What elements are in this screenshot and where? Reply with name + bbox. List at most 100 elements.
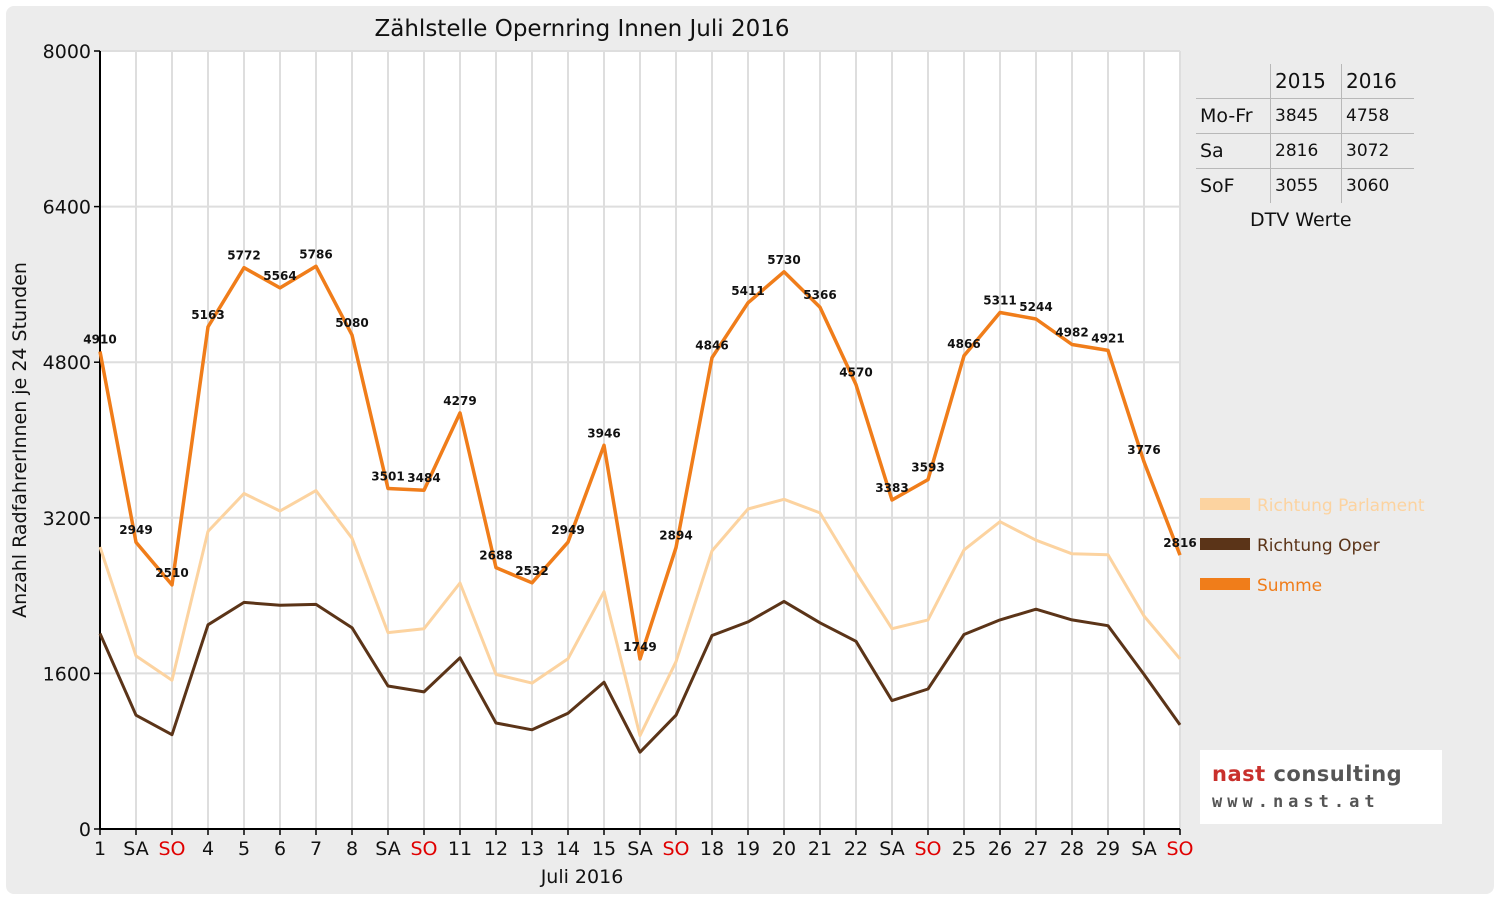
data-label: 5730 [767,253,800,267]
data-label: 4866 [947,337,980,351]
data-label: 3776 [1127,443,1160,457]
legend-swatch [1200,578,1250,590]
dtv-row-mofr: Mo-Fr 3845 4758 [1196,98,1414,134]
data-label: 2949 [119,523,152,537]
axes: 0 1600 3200 4800 6400 8000 1 SA SO 4 5 6 7 8 SA SO 11 12 1… [43,41,1194,860]
data-label: 5244 [1019,300,1052,314]
y-tick-label: 8000 [43,41,91,63]
data-label: 3484 [407,471,440,485]
x-tick-label: 28 [1060,838,1084,860]
data-label: 2894 [659,529,692,543]
data-label: 4570 [839,366,872,380]
data-label: 5163 [191,308,224,322]
dtv-header-empty [1196,64,1271,99]
x-tick-label: 29 [1096,838,1120,860]
y-tick-label: 1600 [43,663,91,685]
data-label: 4921 [1091,331,1124,345]
x-tick-label: SO [1166,838,1193,860]
dtv-row-label: Mo-Fr [1196,98,1271,134]
x-tick-label: SO [914,838,941,860]
x-tick-label: SA [375,838,400,860]
dtv-header-row: 2015 2016 [1196,64,1414,99]
data-label: 1749 [623,640,656,654]
legend-label: Richtung Parlament [1257,496,1425,516]
data-label: 4279 [443,394,476,408]
x-tick-label: SA [627,838,652,860]
data-label: 5411 [731,284,764,298]
x-tick-label: 8 [346,838,358,860]
y-tick-label: 6400 [43,197,91,219]
data-label: 2532 [515,564,548,578]
dtv-value-2016: 4758 [1341,98,1414,134]
x-tick-label: 4 [202,838,214,860]
x-tick-label: 19 [736,838,760,860]
data-label: 5564 [263,269,296,283]
x-tick-label: 12 [484,838,508,860]
company-logo: nast consulting www.nast.at [1200,750,1442,824]
data-label: 3383 [875,481,908,495]
y-tick-label: 0 [79,819,91,841]
x-tick-label: 14 [556,838,580,860]
dtv-header-2015: 2015 [1270,64,1342,99]
dtv-row-label: Sa [1196,133,1271,169]
dtv-caption: DTV Werte [1250,209,1352,231]
x-tick-label: SO [158,838,185,860]
dtv-table: 2015 2016 Mo-Fr 3845 4758 Sa 2816 3072 S… [1196,64,1414,203]
grid-lines [100,50,1181,829]
logo-word-nast: nast [1212,762,1274,786]
dtv-row-sa: Sa 2816 3072 [1196,133,1414,169]
series-line-richtung-parlament [98,489,1182,738]
legend-swatch [1200,538,1250,550]
data-label: 3501 [371,470,404,484]
x-tick-label: 1 [94,838,106,860]
dtv-value-2016: 3072 [1341,133,1414,169]
data-label: 3946 [587,426,620,440]
x-tick-label: 13 [520,838,544,860]
dtv-header-2016: 2016 [1341,64,1414,99]
data-label: 4982 [1055,326,1088,340]
dtv-value-2015: 3055 [1270,168,1342,203]
logo-word-consulting: consulting [1273,762,1403,786]
data-label: 5786 [299,247,332,261]
data-label: 5366 [803,288,836,302]
x-tick-label: SA [1131,838,1156,860]
dtv-row-sof: SoF 3055 3060 [1196,168,1414,203]
x-tick-label: 18 [700,838,724,860]
data-label: 5311 [983,294,1016,308]
x-tick-label: 26 [988,838,1012,860]
x-tick-label: 11 [448,838,472,860]
dtv-value-2015: 2816 [1270,133,1342,169]
legend-label: Summe [1257,576,1322,596]
logo-wordmark: nast consulting [1212,762,1402,786]
x-tick-label: 22 [844,838,868,860]
x-tick-label: SA [879,838,904,860]
data-label: 2949 [551,523,584,537]
y-axis-title: Anzahl RadfahrerInnen je 24 Stunden [9,262,31,618]
logo-url: www.nast.at [1212,792,1380,812]
x-tick-label: 21 [808,838,832,860]
x-tick-label: 27 [1024,838,1048,860]
dtv-row-label: SoF [1200,175,1235,197]
data-label: 3593 [911,461,944,475]
x-tick-label: 15 [592,838,616,860]
x-tick-label: SA [123,838,148,860]
dtv-value-2016: 3060 [1341,168,1414,203]
chart-title: Zählstelle Opernring Innen Juli 2016 [375,16,790,42]
data-label: 2816 [1163,536,1196,550]
series-lines [98,264,1182,754]
x-tick-label: 25 [952,838,976,860]
x-tick-label: 6 [274,838,286,860]
data-label: 4846 [695,339,728,353]
data-label: 5772 [227,249,260,263]
legend-swatch [1200,498,1250,510]
data-label: 5080 [335,316,368,330]
legend: Richtung Parlament Richtung Oper Summe [1200,496,1425,596]
y-tick-label: 3200 [43,508,91,530]
data-label: 2688 [479,549,512,563]
x-tick-label: 5 [238,838,250,860]
legend-label: Richtung Oper [1257,536,1380,556]
data-label: 2510 [155,566,188,580]
x-tick-label: 7 [310,838,322,860]
x-tick-label: 20 [772,838,796,860]
